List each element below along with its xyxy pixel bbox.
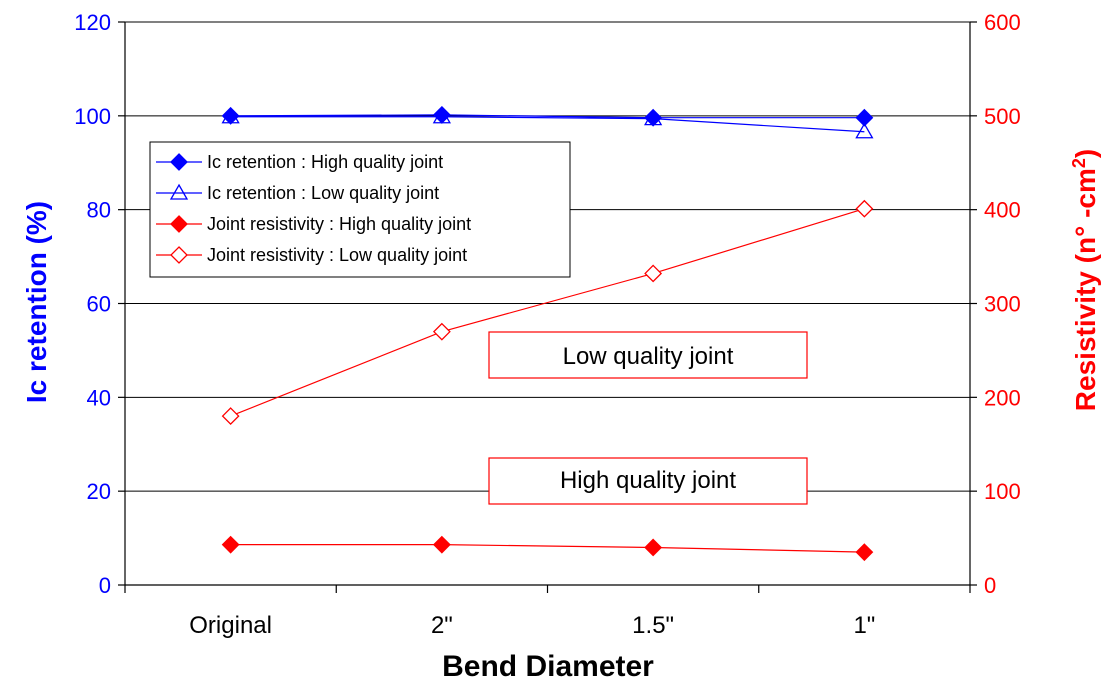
y-right-tick-label: 500	[984, 104, 1021, 129]
series-line	[230, 116, 865, 133]
y-left-tick-label: 40	[87, 385, 111, 410]
legend-label: Ic retention : High quality joint	[207, 152, 443, 172]
data-point	[855, 543, 874, 562]
data-point	[432, 105, 451, 124]
y-right-tick-label: 400	[984, 198, 1021, 223]
legend-label: Ic retention : Low quality joint	[207, 183, 439, 203]
legend-item: Joint resistivity : High quality joint	[156, 214, 471, 234]
data-point	[855, 122, 874, 139]
data-point	[221, 106, 240, 125]
series-2	[221, 535, 874, 562]
series-line	[230, 208, 865, 417]
series-0	[221, 105, 874, 127]
annotation-high-quality-text: High quality joint	[560, 467, 736, 494]
y-right-tick-label: 600	[984, 10, 1021, 35]
y-left-tick-label: 60	[87, 292, 111, 317]
legend-swatch-marker	[170, 153, 188, 171]
legend-items: Ic retention : High quality joint Ic rete…	[156, 152, 471, 265]
legend-swatch-marker	[170, 215, 188, 233]
data-point	[432, 322, 451, 341]
legend-item: Joint resistivity : Low quality joint	[156, 245, 467, 265]
data-point	[644, 538, 663, 557]
data-point	[855, 108, 874, 127]
x-axis-title: Bend Diameter	[442, 650, 654, 683]
legend-item: Ic retention : Low quality joint	[156, 183, 439, 203]
series-1	[221, 107, 874, 139]
y-right-axis-title-main: Resistivity (n° -cm	[1070, 168, 1101, 411]
data-point	[221, 535, 240, 554]
series-3	[221, 199, 874, 426]
data-point	[644, 108, 663, 127]
y-left-tick-label: 100	[74, 104, 111, 129]
legend-item: Ic retention : High quality joint	[156, 152, 443, 172]
y-right-axis-title: Resistivity (n° -cm2)	[1069, 149, 1101, 411]
x-tick-label: 2"	[431, 612, 453, 639]
data-point	[221, 407, 240, 426]
y-left-tick-label: 80	[87, 198, 111, 223]
y-left-tick-label: 120	[74, 10, 111, 35]
y-right-tick-label: 300	[984, 292, 1021, 317]
series-group	[221, 105, 874, 562]
data-point	[855, 199, 874, 218]
annotation-low-quality: Low quality joint	[488, 331, 808, 379]
y-right-tick-label: 200	[984, 385, 1021, 410]
legend-label: Joint resistivity : High quality joint	[207, 214, 471, 234]
legend-label: Joint resistivity : Low quality joint	[207, 245, 467, 265]
y-right-tick-label: 0	[984, 573, 996, 598]
data-point	[644, 264, 663, 283]
x-tick-label: 1"	[853, 612, 875, 639]
y-right-tick-label: 100	[984, 479, 1021, 504]
series-line	[230, 114, 865, 119]
annotation-low-quality-text: Low quality joint	[563, 343, 734, 370]
series-line	[230, 544, 865, 553]
legend-swatch-marker	[170, 246, 188, 264]
y-right-axis-title-sup: 2	[1069, 158, 1089, 168]
x-tick-label: Original	[189, 612, 272, 639]
y-left-axis-title: Ic retention (%)	[21, 201, 52, 403]
x-tick-label: 1.5"	[632, 612, 674, 639]
annotation-high-quality: High quality joint	[488, 457, 808, 505]
y-right-axis-title-end: )	[1070, 149, 1101, 158]
legend: Ic retention : High quality joint Ic rete…	[149, 141, 571, 278]
legend-box	[149, 141, 571, 278]
axes	[118, 21, 977, 593]
tick-labels: 0 20 40 60 80 100 120 0 100 200 300 400 500 600 Origin…	[74, 10, 1020, 639]
data-point	[432, 535, 451, 554]
legend-swatch-marker	[169, 183, 189, 200]
y-left-tick-label: 0	[99, 573, 111, 598]
y-left-tick-label: 20	[87, 479, 111, 504]
